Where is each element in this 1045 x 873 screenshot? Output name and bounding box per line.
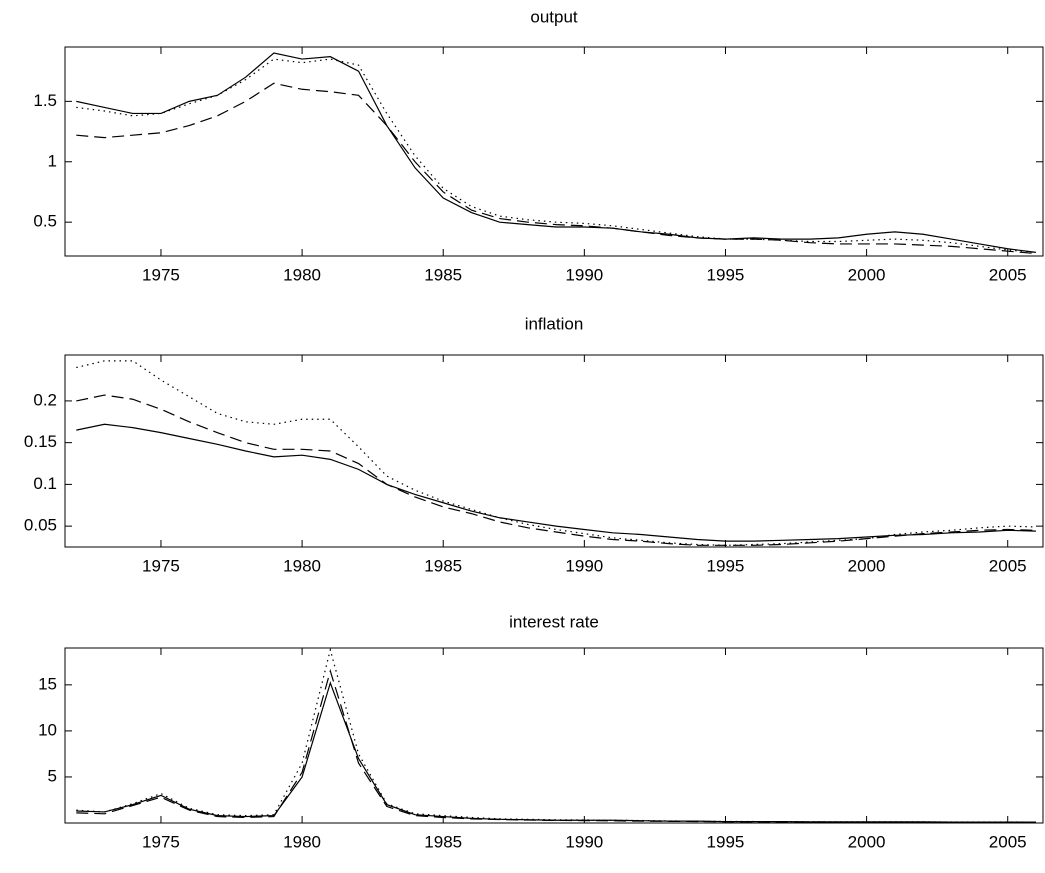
y-tick-label: 0.15 bbox=[24, 432, 57, 451]
data-line bbox=[76, 668, 1036, 823]
y-tick-label: 1.5 bbox=[33, 91, 57, 110]
x-tick-label: 2005 bbox=[989, 556, 1027, 575]
x-tick-label: 1985 bbox=[424, 556, 462, 575]
x-tick-label: 1990 bbox=[565, 832, 603, 851]
y-tick-label: 10 bbox=[38, 720, 57, 739]
x-tick-label: 1990 bbox=[565, 265, 603, 284]
panel-title: inflation bbox=[525, 314, 584, 333]
y-tick-label: 0.2 bbox=[33, 390, 57, 409]
data-line bbox=[76, 82, 1036, 255]
data-line bbox=[76, 58, 1036, 253]
data-line bbox=[76, 394, 1036, 546]
axes-frame bbox=[64, 354, 1044, 548]
x-tick-label: 2005 bbox=[989, 265, 1027, 284]
x-tick-label: 2000 bbox=[848, 832, 886, 851]
x-tick-label: 2000 bbox=[848, 265, 886, 284]
x-tick-label: 2000 bbox=[848, 556, 886, 575]
x-tick-label: 1975 bbox=[142, 556, 180, 575]
y-tick-label: 0.1 bbox=[33, 474, 57, 493]
x-tick-label: 1995 bbox=[707, 265, 745, 284]
x-tick-label: 1985 bbox=[424, 265, 462, 284]
x-tick-label: 1980 bbox=[283, 556, 321, 575]
x-tick-label: 2005 bbox=[989, 832, 1027, 851]
axes-frame bbox=[64, 647, 1044, 824]
y-tick-label: 5 bbox=[48, 766, 57, 785]
x-tick-label: 1975 bbox=[142, 265, 180, 284]
data-line bbox=[76, 52, 1037, 253]
y-tick-label: 15 bbox=[38, 674, 57, 693]
data-line bbox=[76, 681, 1036, 823]
data-line bbox=[76, 360, 1036, 546]
x-tick-label: 1995 bbox=[707, 832, 745, 851]
data-line bbox=[76, 648, 1036, 823]
x-tick-label: 1980 bbox=[283, 265, 321, 284]
x-tick-label: 1985 bbox=[424, 832, 462, 851]
y-tick-label: 1 bbox=[48, 151, 57, 170]
axes-frame bbox=[64, 46, 1044, 257]
x-tick-label: 1980 bbox=[283, 832, 321, 851]
x-tick-label: 1975 bbox=[142, 832, 180, 851]
y-tick-label: 0.05 bbox=[24, 516, 57, 535]
x-tick-label: 1990 bbox=[565, 556, 603, 575]
x-tick-label: 1995 bbox=[707, 556, 745, 575]
panel-title: interest rate bbox=[509, 612, 599, 631]
panel-title: output bbox=[530, 7, 578, 26]
data-line bbox=[76, 423, 1036, 542]
y-tick-label: 0.5 bbox=[33, 212, 57, 231]
